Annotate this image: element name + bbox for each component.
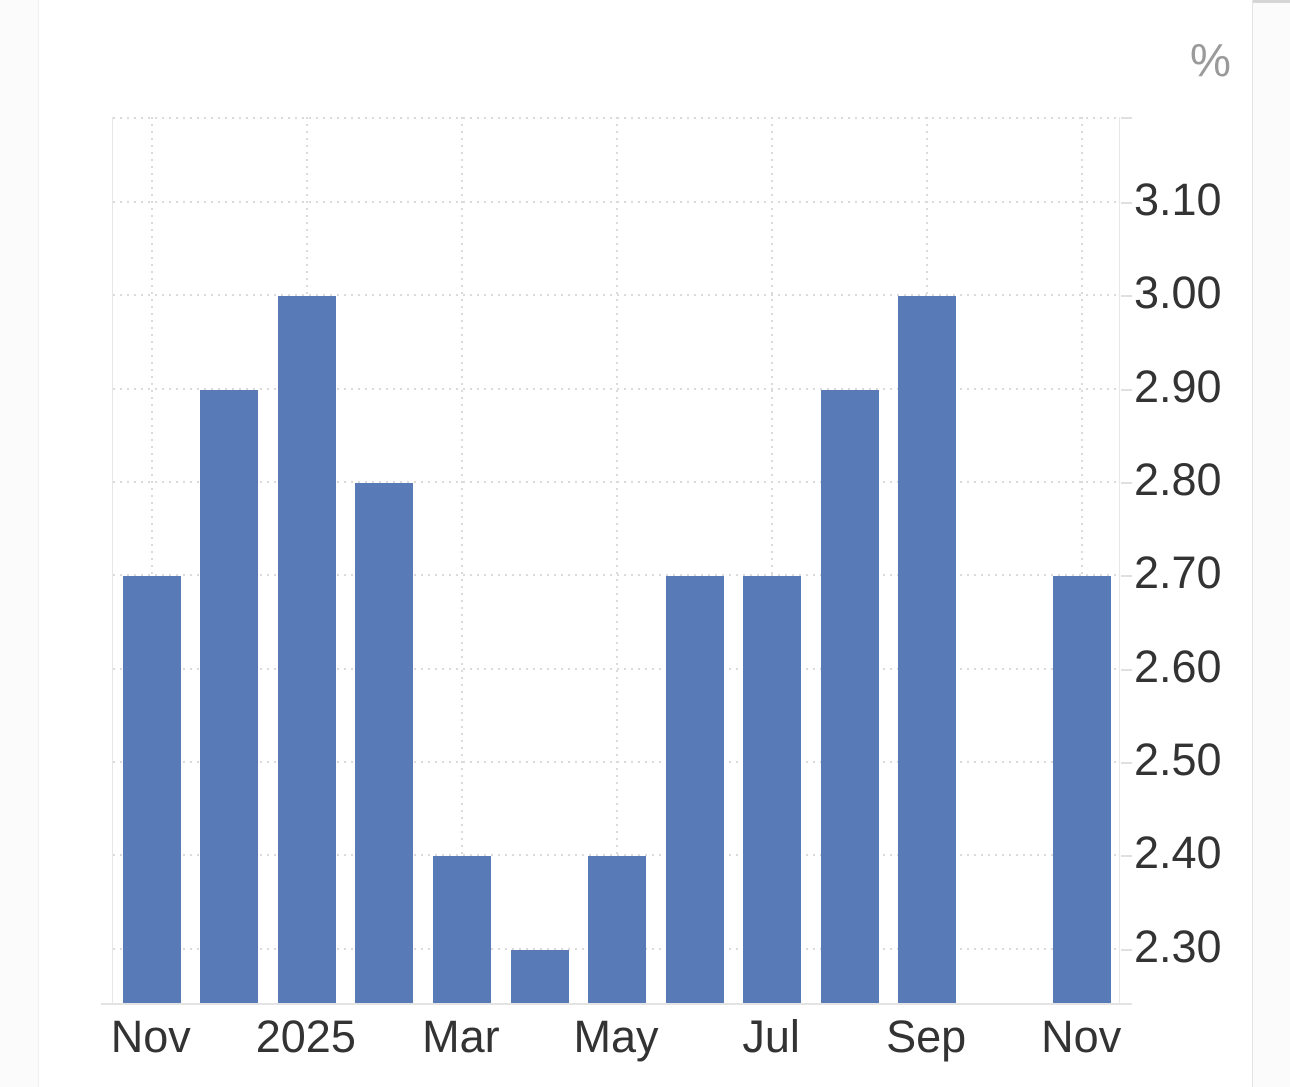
grid-line-horizontal (113, 574, 1119, 577)
grid-line-horizontal (113, 761, 1119, 764)
grid-line-vertical (771, 117, 774, 1003)
grid-line-horizontal (113, 854, 1119, 857)
grid-line-vertical (460, 117, 463, 1003)
x-axis-tick-label: Nov (1041, 1011, 1122, 1062)
y-axis-unit-label: % (1190, 34, 1231, 86)
plot-area[interactable] (112, 117, 1120, 1003)
bar[interactable] (820, 389, 879, 1003)
y-axis-tick-label: 2.60 (1134, 640, 1222, 692)
grid-line-horizontal (113, 200, 1119, 203)
y-axis-tick (1121, 668, 1132, 671)
y-axis-tick (1121, 575, 1132, 578)
grid-line-vertical (616, 117, 618, 1003)
bar[interactable] (1053, 576, 1112, 1003)
y-axis-tick-label: 2.50 (1134, 734, 1222, 786)
grid-line-horizontal (113, 117, 1119, 119)
bar[interactable] (510, 949, 569, 1003)
grid-line-vertical (150, 117, 153, 1003)
y-axis-tick (1121, 948, 1132, 951)
bar[interactable] (432, 856, 491, 1003)
x-axis-line (101, 1003, 1132, 1005)
y-axis-tick (1121, 388, 1132, 391)
y-axis-tick-label: 2.80 (1134, 454, 1222, 505)
grid-line-horizontal (113, 481, 1119, 483)
y-axis-tick-label: 2.30 (1134, 920, 1222, 972)
y-axis-tick (1121, 762, 1132, 765)
grid-line-horizontal (113, 667, 1119, 670)
y-axis-tick-label: 3.10 (1134, 173, 1222, 225)
bar[interactable] (743, 576, 802, 1003)
grid-line-vertical (1081, 117, 1084, 1003)
bar[interactable] (277, 296, 336, 1003)
y-axis-tick (1121, 117, 1132, 119)
x-axis-tick-label: Sep (886, 1011, 967, 1062)
grid-line-horizontal (113, 387, 1119, 390)
bar[interactable] (588, 856, 646, 1003)
bar[interactable] (665, 576, 724, 1003)
bar[interactable] (898, 296, 957, 1003)
y-axis-tick-label: 2.40 (1134, 827, 1222, 879)
bar[interactable] (122, 576, 181, 1003)
x-axis-tick-label: Jul (742, 1011, 800, 1062)
bar[interactable] (200, 389, 259, 1003)
y-axis-tick (1121, 482, 1132, 484)
bar[interactable] (355, 483, 414, 1003)
grid-line-horizontal (113, 294, 1119, 297)
x-axis-tick-label: 2025 (255, 1011, 356, 1062)
x-axis-tick-label: May (573, 1011, 659, 1062)
y-axis-tick (1121, 855, 1132, 858)
x-axis-tick-label: Nov (110, 1011, 191, 1062)
y-axis-tick-label: 2.70 (1134, 547, 1222, 599)
y-axis-tick-label: 2.90 (1134, 360, 1222, 412)
x-axis-tick-label: Mar (422, 1011, 500, 1062)
y-axis-tick (1121, 201, 1132, 204)
y-axis-tick-label: 3.00 (1134, 267, 1222, 319)
y-axis-tick (1121, 295, 1132, 298)
